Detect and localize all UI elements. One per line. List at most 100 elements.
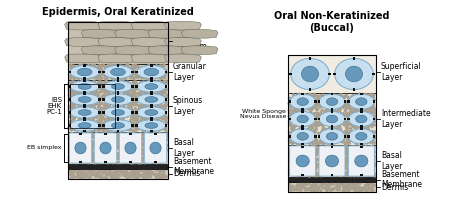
Circle shape [301,146,303,148]
Circle shape [368,167,369,169]
Circle shape [98,87,100,89]
Circle shape [336,159,338,160]
Circle shape [315,139,317,141]
Circle shape [107,91,109,93]
Circle shape [91,159,92,161]
Circle shape [145,121,146,122]
Circle shape [327,129,328,131]
Circle shape [315,168,317,170]
Circle shape [159,89,161,91]
Circle shape [313,187,315,189]
Circle shape [104,113,106,115]
Circle shape [121,115,122,117]
Circle shape [372,100,374,102]
Circle shape [337,128,338,129]
Circle shape [291,162,293,164]
Circle shape [153,84,154,86]
Circle shape [166,122,168,124]
Circle shape [130,140,132,142]
Circle shape [124,145,126,146]
Circle shape [371,108,372,110]
Circle shape [318,175,320,176]
Circle shape [346,187,347,189]
Circle shape [100,98,101,99]
Circle shape [128,102,130,104]
Circle shape [307,129,309,130]
Circle shape [302,136,304,138]
Circle shape [101,97,103,99]
Circle shape [100,121,101,123]
Circle shape [113,157,115,159]
Circle shape [370,96,372,97]
Circle shape [135,156,137,158]
Circle shape [115,110,117,112]
Circle shape [336,101,337,103]
Circle shape [330,162,332,164]
Circle shape [368,98,370,100]
Circle shape [145,118,147,119]
Circle shape [297,102,299,104]
Circle shape [119,120,120,122]
Circle shape [304,103,306,105]
Circle shape [316,115,318,117]
Circle shape [356,105,357,107]
Circle shape [348,148,350,150]
Circle shape [155,162,157,164]
Circle shape [339,137,341,138]
Circle shape [373,105,374,107]
Circle shape [82,123,83,125]
Circle shape [295,163,297,165]
Circle shape [137,140,138,142]
Circle shape [130,175,132,177]
Circle shape [346,164,347,165]
Circle shape [365,169,367,171]
Circle shape [140,76,141,78]
Circle shape [87,128,89,130]
Circle shape [157,105,159,106]
Circle shape [145,141,146,143]
Circle shape [349,103,351,105]
Circle shape [310,139,311,141]
Circle shape [139,126,141,128]
Circle shape [343,157,345,159]
Ellipse shape [150,142,161,154]
Circle shape [133,130,135,132]
Circle shape [82,161,83,163]
Circle shape [145,146,147,148]
Circle shape [118,120,119,122]
Ellipse shape [348,111,374,127]
Bar [117,64,119,67]
Circle shape [128,83,130,84]
Circle shape [356,152,358,154]
Circle shape [322,114,324,115]
Circle shape [145,76,147,78]
Circle shape [85,121,87,123]
Circle shape [69,65,71,66]
Circle shape [91,155,92,157]
Circle shape [70,78,71,79]
Circle shape [160,161,162,163]
Circle shape [163,141,165,143]
Circle shape [160,84,161,85]
Circle shape [138,152,140,154]
Circle shape [127,84,128,86]
Circle shape [123,67,125,69]
Circle shape [120,84,122,86]
Circle shape [310,190,312,192]
Circle shape [339,104,341,106]
Circle shape [119,146,121,148]
Circle shape [301,183,302,184]
Circle shape [318,121,319,123]
Circle shape [362,129,364,131]
Circle shape [124,174,126,176]
Circle shape [146,103,148,105]
Circle shape [73,125,74,127]
Circle shape [96,156,98,157]
Circle shape [91,130,93,132]
Circle shape [112,174,114,176]
Circle shape [91,114,92,116]
Circle shape [99,77,101,79]
Circle shape [71,125,73,127]
Circle shape [354,174,356,175]
Circle shape [118,70,119,72]
